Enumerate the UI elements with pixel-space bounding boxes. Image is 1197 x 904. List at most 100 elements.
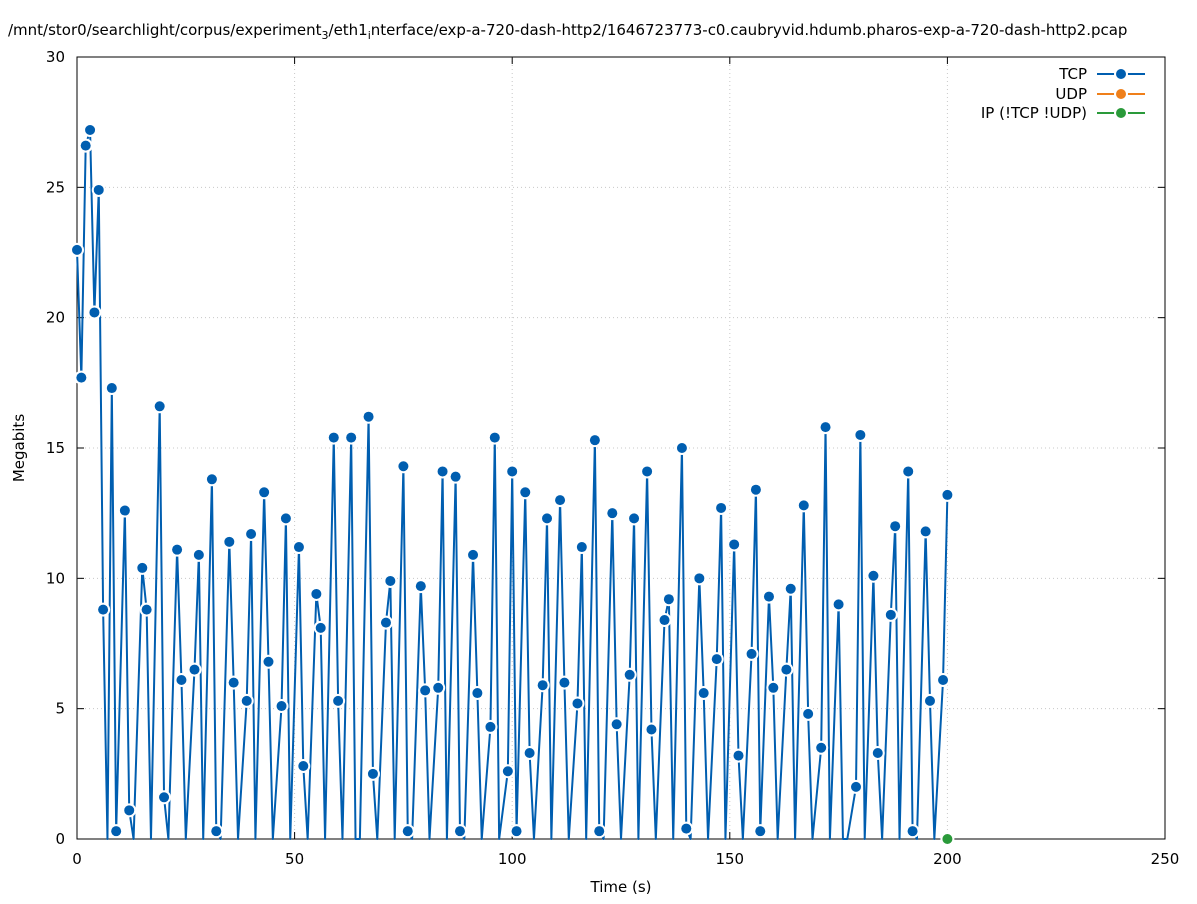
- data-point: [398, 461, 409, 472]
- legend-marker: [1116, 89, 1126, 99]
- y-tick-label: 25: [46, 178, 65, 196]
- x-tick-label: 150: [715, 850, 744, 868]
- legend-label: IP (!TCP !UDP): [981, 104, 1087, 122]
- data-point: [98, 604, 109, 615]
- data-point: [681, 823, 692, 834]
- data-point: [942, 489, 953, 500]
- data-point: [311, 588, 322, 599]
- data-point: [328, 432, 339, 443]
- data-point: [676, 443, 687, 453]
- data-point: [589, 435, 600, 446]
- data-point: [472, 688, 483, 699]
- data-point: [885, 609, 896, 620]
- data-point: [768, 682, 779, 693]
- data-point: [276, 701, 287, 712]
- data-point: [189, 664, 200, 675]
- data-point: [246, 529, 257, 540]
- data-point: [72, 244, 82, 255]
- data-point: [259, 487, 270, 498]
- data-point: [111, 826, 122, 837]
- data-point: [154, 401, 165, 412]
- data-point: [820, 422, 831, 433]
- data-point: [137, 562, 148, 573]
- data-point: [380, 617, 391, 628]
- data-point: [855, 429, 866, 440]
- data-point: [507, 466, 518, 477]
- y-tick-label: 15: [46, 439, 65, 457]
- axis-ticks: 0 50 100 150 200 250 0 5 10 15 20 25 30: [46, 48, 1179, 868]
- data-point: [868, 570, 879, 581]
- data-point: [872, 747, 883, 758]
- data-point: [642, 466, 653, 477]
- series-points: [70, 122, 955, 846]
- data-point: [785, 583, 796, 594]
- data-point: [89, 307, 100, 318]
- data-point: [228, 677, 239, 688]
- data-point: [851, 781, 862, 792]
- data-point: [106, 383, 117, 394]
- data-point: [920, 526, 931, 537]
- data-point: [520, 487, 531, 498]
- data-point: [241, 695, 252, 706]
- data-point: [629, 513, 640, 524]
- data-point: [141, 604, 152, 615]
- data-point: [524, 747, 535, 758]
- legend-marker: [1116, 108, 1126, 118]
- data-point: [816, 742, 827, 753]
- data-point: [594, 826, 605, 837]
- data-point: [315, 622, 326, 633]
- y-tick-label: 5: [55, 700, 65, 718]
- data-point: [402, 826, 413, 837]
- legend-marker: [1116, 69, 1126, 79]
- data-point: [572, 698, 583, 709]
- data-point: [468, 549, 479, 560]
- data-point: [76, 372, 87, 383]
- data-point: [711, 654, 722, 665]
- data-point: [755, 826, 766, 837]
- data-point: [746, 648, 757, 659]
- data-point: [437, 466, 448, 477]
- data-point: [93, 184, 104, 195]
- x-axis-label: Time (s): [590, 878, 652, 896]
- data-point: [119, 505, 130, 516]
- data-point: [172, 544, 183, 555]
- data-point: [542, 513, 553, 524]
- data-point: [193, 549, 204, 560]
- data-point: [798, 500, 809, 511]
- grid: [77, 57, 1165, 839]
- data-point: [206, 474, 217, 485]
- data-point: [420, 685, 431, 696]
- y-axis-label: Megabits: [10, 414, 28, 482]
- data-point: [346, 432, 357, 443]
- chart-title: /mnt/stor0/searchlight/corpus/experiment…: [8, 21, 1127, 42]
- data-point: [211, 826, 222, 837]
- data-point: [907, 826, 918, 837]
- data-point: [903, 466, 914, 477]
- data-point: [750, 484, 761, 495]
- data-point: [263, 656, 274, 667]
- data-point: [729, 539, 740, 550]
- y-tick-label: 20: [46, 309, 65, 327]
- data-point: [502, 766, 513, 777]
- data-point: [659, 615, 670, 626]
- x-tick-label: 250: [1151, 850, 1180, 868]
- data-point: [624, 669, 635, 680]
- x-tick-label: 100: [498, 850, 527, 868]
- data-point: [694, 573, 705, 584]
- data-point: [559, 677, 570, 688]
- x-tick-label: 200: [933, 850, 962, 868]
- data-point: [333, 695, 344, 706]
- data-point: [607, 508, 618, 519]
- data-point: [890, 521, 901, 532]
- data-point: [555, 495, 566, 506]
- data-point: [85, 124, 96, 135]
- data-point: [663, 594, 674, 605]
- data-point: [367, 768, 378, 779]
- data-point: [833, 599, 844, 610]
- data-point: [485, 721, 496, 732]
- data-point: [942, 834, 953, 844]
- y-tick-label: 30: [46, 48, 65, 66]
- data-point: [280, 513, 291, 524]
- y-tick-label: 0: [55, 830, 65, 848]
